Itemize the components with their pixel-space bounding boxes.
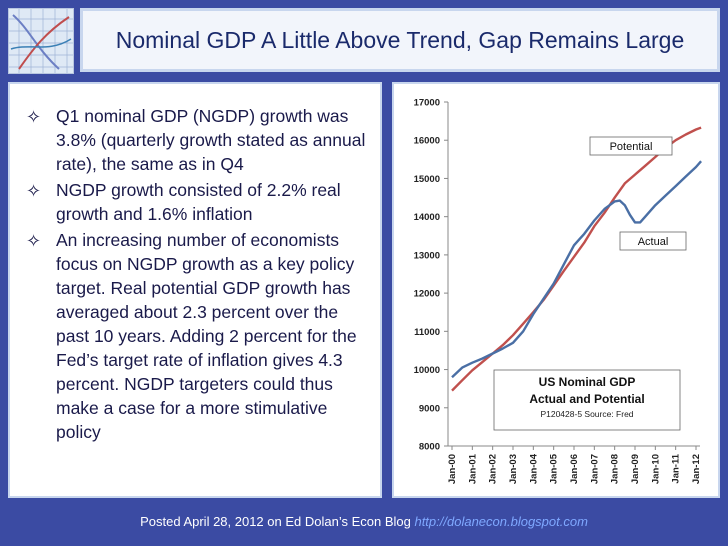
x-tick-label: Jan-10 — [650, 454, 661, 484]
bullet-text: NGDP growth consisted of 2.2% real growt… — [56, 180, 341, 224]
x-tick-label: Jan-02 — [488, 454, 499, 484]
chart-title-box — [493, 369, 681, 431]
x-tick-label: Jan-00 — [447, 454, 458, 484]
footer-text: Posted April 28, 2012 on Ed Dolan’s Econ… — [140, 514, 415, 529]
gdp-chart: 8000 9000 10000 11000 12000 13000 14000 15000 16… — [414, 98, 703, 484]
bullet-text: An increasing number of economists focus… — [56, 230, 357, 442]
y-tick-label: 9000 — [419, 403, 440, 414]
bullet-item: ✧ NGDP growth consisted of 2.2% real grow… — [20, 178, 375, 226]
potential-label-box — [589, 136, 673, 156]
y-tick-label: 14000 — [414, 212, 440, 223]
x-tick-label: Jan-03 — [508, 454, 519, 484]
y-tick-label: 13000 — [414, 250, 440, 261]
x-tick-label: Jan-07 — [589, 454, 600, 484]
x-tick-label: Jan-09 — [630, 454, 641, 484]
title-box: Nominal GDP A Little Above Trend, Gap Re… — [80, 8, 720, 72]
y-tick-label: 15000 — [414, 174, 440, 185]
x-tick-label: Jan-06 — [569, 454, 580, 484]
series-line-potential — [451, 126, 702, 392]
x-tick-label: Jan-12 — [691, 454, 702, 484]
x-tick-label: Jan-11 — [671, 453, 682, 483]
y-tick-label: 17000 — [414, 98, 440, 109]
graph-thumbnail-icon — [9, 9, 73, 73]
x-tick-label: Jan-05 — [549, 453, 560, 484]
diamond-outline-icon: ✧ — [26, 107, 42, 127]
chart-subtitle: Actual and Potential — [529, 392, 644, 406]
potential-label: Potential — [610, 141, 653, 153]
footer: Posted April 28, 2012 on Ed Dolan’s Econ… — [0, 514, 728, 529]
y-tick-label: 11000 — [414, 327, 440, 338]
x-tick-label: Jan-08 — [610, 454, 621, 484]
blog-logo — [8, 8, 74, 74]
x-tick-label: Jan-01 — [467, 453, 478, 484]
y-tick-label: 12000 — [414, 289, 440, 300]
diamond-outline-icon: ✧ — [26, 181, 42, 201]
bullet-item: ✧ Q1 nominal GDP (NGDP) growth was 3.8% (… — [20, 104, 375, 176]
bullet-list: ✧ Q1 nominal GDP (NGDP) growth was 3.8% (… — [20, 104, 375, 446]
actual-label: Actual — [638, 236, 669, 248]
chart-source: P120428-5 Source: Fred — [540, 409, 633, 419]
slide-title: Nominal GDP A Little Above Trend, Gap Re… — [115, 26, 685, 53]
diamond-outline-icon: ✧ — [26, 231, 42, 251]
bullet-item: ✧ An increasing number of economists focu… — [20, 228, 375, 444]
y-tick-label: 8000 — [419, 442, 440, 453]
bullet-panel: ✧ Q1 nominal GDP (NGDP) growth was 3.8% (… — [8, 82, 382, 498]
actual-label-box — [619, 231, 687, 251]
chart-title: US Nominal GDP — [539, 375, 636, 389]
bullet-text: Q1 nominal GDP (NGDP) growth was 3.8% (q… — [56, 106, 366, 174]
chart-panel: 8000 9000 10000 11000 12000 13000 14000 15000 16… — [392, 82, 720, 498]
y-tick-label: 10000 — [414, 365, 440, 376]
footer-link[interactable]: http://dolanecon.blogspot.com — [414, 514, 588, 529]
y-tick-label: 16000 — [414, 136, 440, 147]
x-tick-label: Jan-04 — [528, 453, 539, 484]
series-line-actual — [451, 160, 703, 379]
